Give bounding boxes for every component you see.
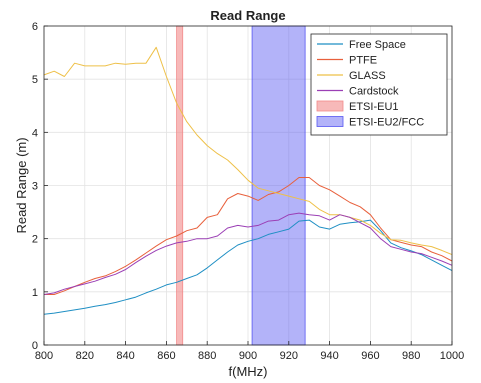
x-tick-label: 960 — [361, 350, 379, 362]
legend-label-ptfe: PTFE — [349, 55, 377, 67]
axis-ticks: 800 820 840 860 880 900 920 940 960 980 1000 0 1 2 3 4 5… — [32, 21, 464, 362]
y-tick-label: 4 — [32, 127, 38, 139]
x-tick-label: 820 — [76, 350, 94, 362]
series-lines — [43, 46, 453, 315]
x-tick-label: 920 — [280, 350, 298, 362]
x-tick-label: 980 — [402, 350, 420, 362]
x-tick-label: 860 — [157, 350, 175, 362]
band-etsi-eu1 — [176, 25, 184, 346]
x-tick-label: 800 — [35, 350, 53, 362]
frequency-bands — [176, 25, 306, 346]
x-tick-label: 880 — [198, 350, 216, 362]
legend-swatch-etsi-eu1 — [316, 100, 344, 112]
y-tick-label: 1 — [32, 287, 38, 299]
y-tick-label: 6 — [32, 21, 38, 33]
series-line-glass — [43, 46, 453, 256]
x-tick-label: 940 — [320, 350, 338, 362]
band-etsi-eu2-fcc — [251, 25, 306, 346]
legend-label-etsi-eu2-fcc: ETSI-EU2/FCC — [349, 117, 424, 129]
series-line-cardstock — [43, 212, 453, 295]
legend-label-etsi-eu1: ETSI-EU1 — [349, 101, 399, 113]
chart-title: Read Range — [210, 8, 285, 23]
legend: Free Space PTFE GLASS Cardstock ETSI-EU1 ETSI… — [310, 33, 448, 136]
y-tick-label: 5 — [32, 74, 38, 86]
x-tick-label: 840 — [116, 350, 134, 362]
legend-box — [310, 33, 448, 136]
x-tick-label: 1000 — [440, 350, 464, 362]
series-line-free-space — [43, 219, 453, 315]
legend-swatch-etsi-eu2-fcc — [316, 116, 344, 127]
x-tick-label: 900 — [239, 350, 257, 362]
y-axis-label: Read Range (m) — [14, 137, 29, 233]
legend-label-cardstock: Cardstock — [349, 86, 399, 98]
series-line-ptfe — [44, 177, 453, 295]
x-axis-label: f(MHz) — [229, 364, 268, 379]
y-tick-label: 2 — [32, 234, 38, 246]
y-tick-label: 0 — [32, 340, 38, 352]
y-tick-label: 3 — [32, 181, 38, 193]
legend-label-free-space: Free Space — [349, 39, 406, 51]
legend-label-glass: GLASS — [349, 70, 386, 82]
